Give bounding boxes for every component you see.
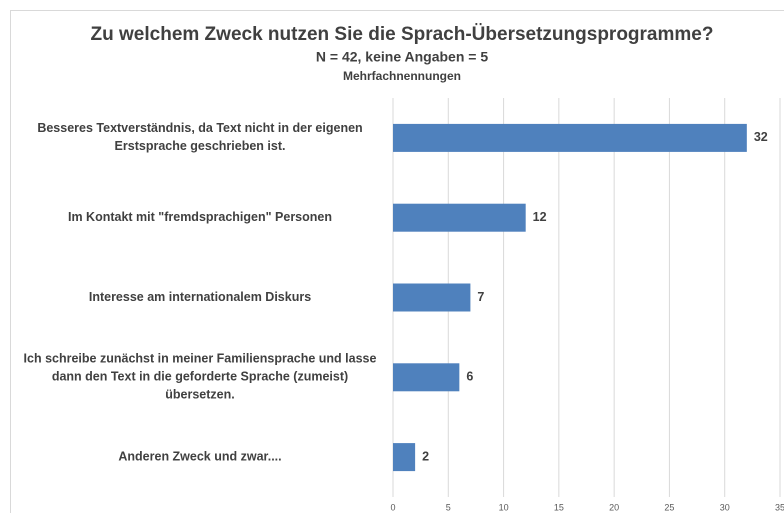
y-tick-label: Interesse am internationalem Diskurs (89, 290, 311, 304)
x-tick-label: 25 (664, 502, 674, 512)
y-tick-label: dann den Text in die geforderte Sprache … (52, 370, 348, 384)
value-label: 6 (466, 370, 473, 384)
bar (393, 363, 460, 392)
bar (393, 203, 526, 232)
chart-border (10, 10, 784, 513)
y-tick-label: Im Kontakt mit "fremdsprachigen" Persone… (68, 210, 332, 224)
y-tick-label: Erstsprache geschrieben ist. (115, 139, 286, 153)
chart-title: Zu welchem Zweck nutzen Sie die Sprach-Ü… (91, 24, 714, 45)
value-label: 32 (754, 130, 768, 144)
y-tick-label: Ich schreibe zunächst in meiner Familien… (24, 352, 377, 366)
value-label: 7 (477, 290, 484, 304)
value-label: 2 (422, 449, 429, 463)
bar (393, 283, 471, 312)
x-tick-label: 35 (775, 502, 784, 512)
bar (393, 443, 416, 472)
x-tick-label: 30 (720, 502, 730, 512)
x-tick-label: 5 (446, 502, 451, 512)
y-tick-label: Besseres Textverständnis, da Text nicht … (37, 121, 362, 135)
chart-subtitle: N = 42, keine Angaben = 5 (316, 49, 488, 65)
value-label: 12 (533, 210, 547, 224)
bar (393, 123, 747, 152)
x-tick-label: 20 (609, 502, 619, 512)
x-tick-label: 0 (390, 502, 395, 512)
x-tick-label: 10 (499, 502, 509, 512)
y-tick-label: Anderen Zweck und zwar.... (118, 449, 281, 463)
x-tick-label: 15 (554, 502, 564, 512)
chart-note: Mehrfachnennungen (343, 69, 461, 83)
y-tick-label: übersetzen. (165, 388, 234, 402)
